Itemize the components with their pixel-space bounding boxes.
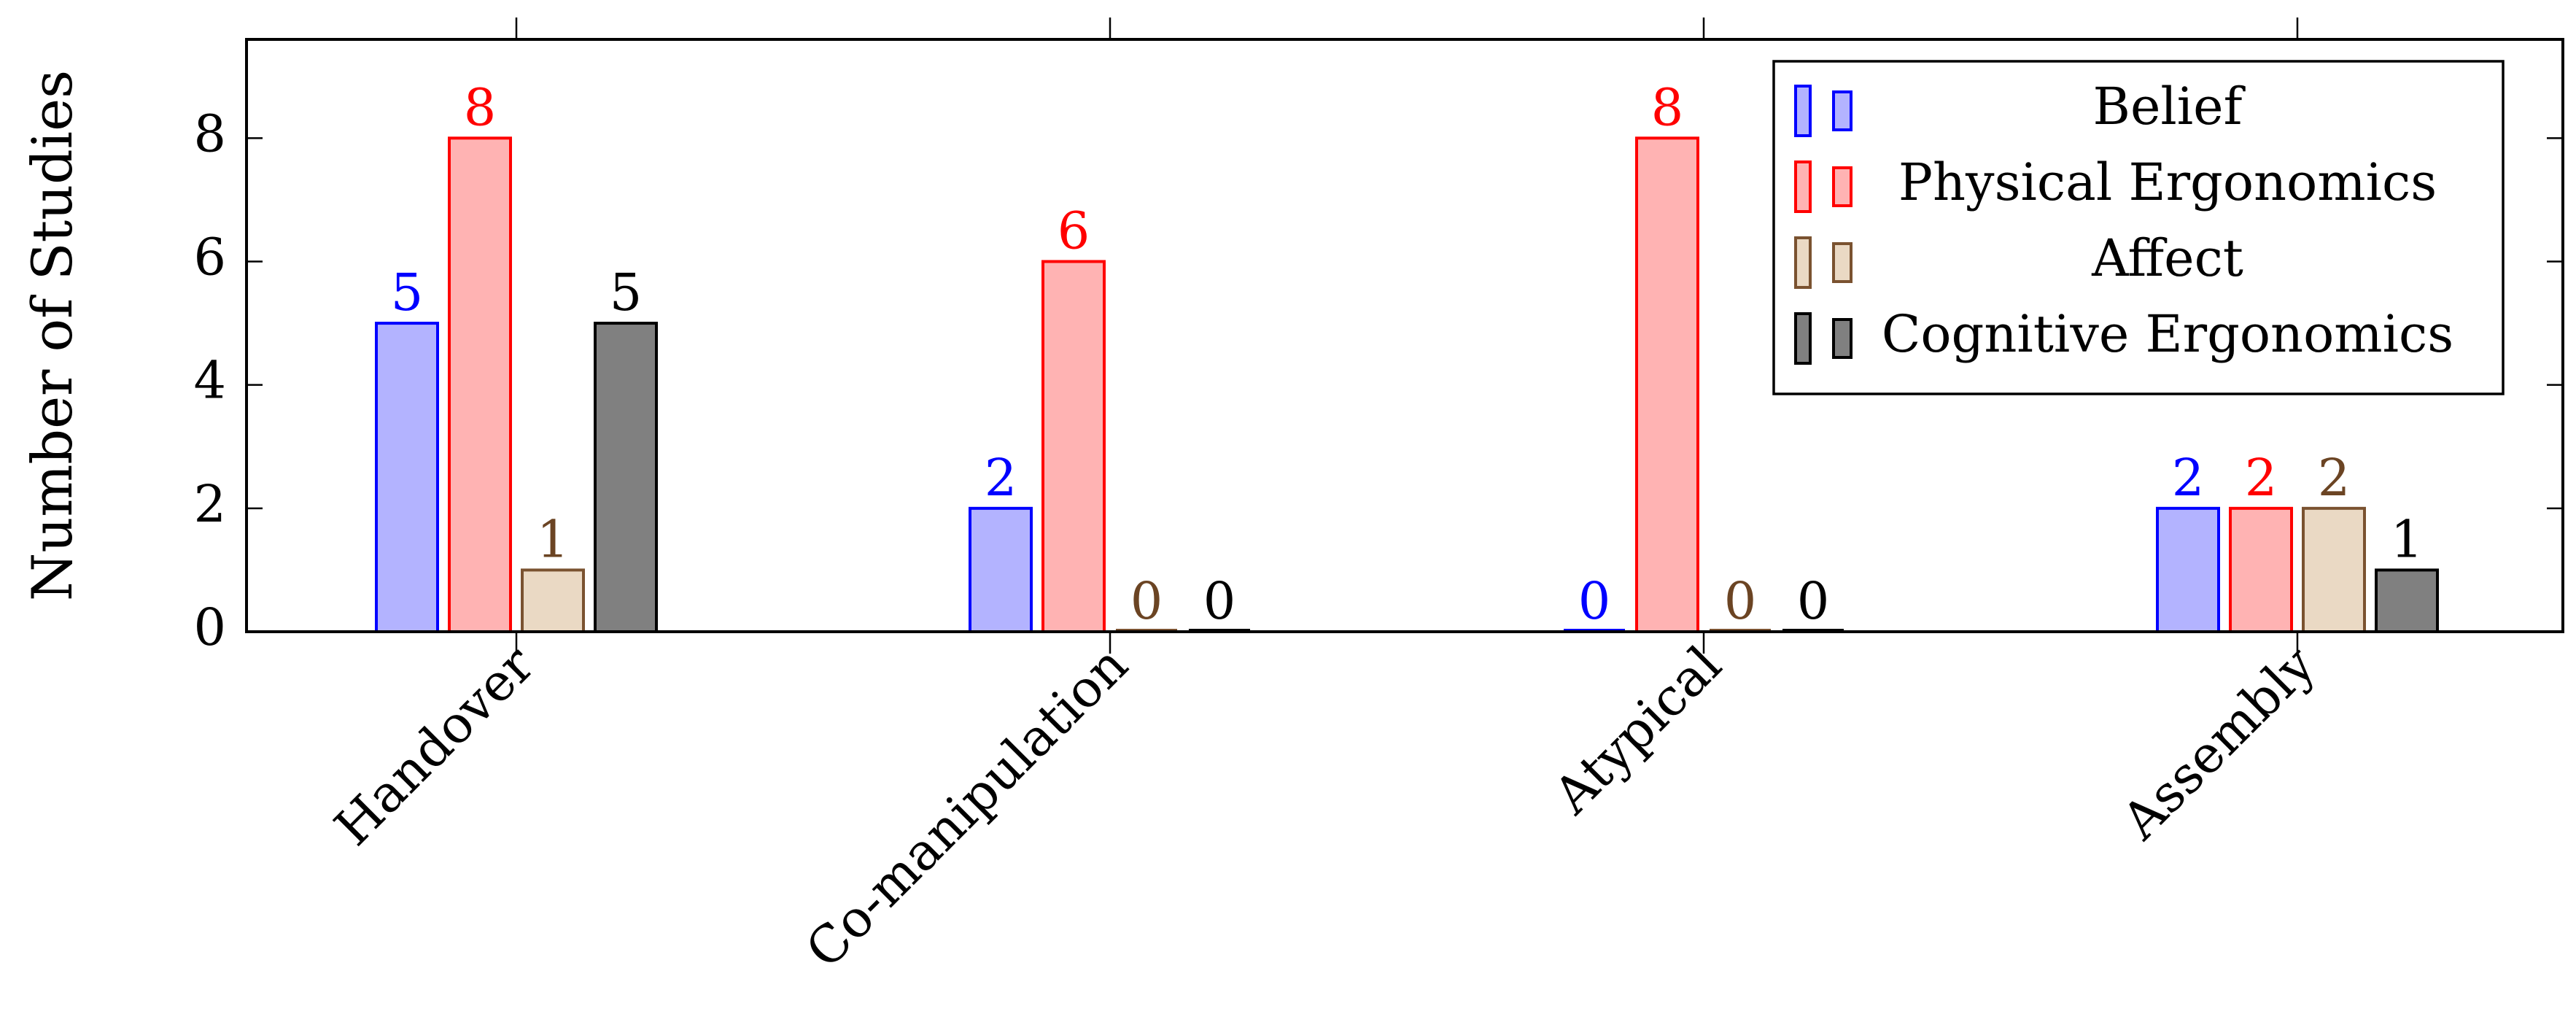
bar-value-label: 2 (2172, 448, 2205, 508)
legend-label: Affect (2091, 228, 2243, 288)
bar (1041, 260, 1106, 633)
legend-swatch (1832, 90, 1853, 131)
legend-label: Cognitive Ergonomics (1882, 304, 2453, 364)
bar (448, 136, 512, 634)
legend-swatch (1832, 166, 1853, 207)
legend-swatch (1794, 160, 1812, 213)
bar-value-label: 8 (464, 77, 497, 137)
bar-value-label: 0 (1724, 571, 1757, 631)
y-tick-label: 2 (193, 474, 226, 534)
bar (2302, 506, 2366, 633)
legend: Belief Physical Ergonomics Affect Cognitive… (1772, 60, 2505, 395)
bar (521, 568, 585, 634)
x-tick-label: Handover (323, 635, 546, 857)
x-tick-labels: Handover Co-manipulation Atypical Assembly (323, 635, 2327, 980)
bar-value-label: 0 (1578, 571, 1611, 631)
bar-value-label: 2 (2318, 448, 2351, 508)
y-tick-labels: 0 2 4 6 8 (193, 104, 226, 657)
bar-value-label: 5 (391, 263, 424, 322)
bar-value-label: 2 (2245, 448, 2278, 508)
bar (2375, 568, 2439, 634)
legend-swatch (1832, 318, 1853, 359)
x-tick-label: Assembly (2110, 635, 2327, 851)
y-axis-label: Number of Studies (20, 70, 85, 601)
x-tick-label: Co-manipulation (794, 635, 1139, 980)
bar-value-label: 5 (610, 263, 643, 322)
y-tick-label: 8 (193, 104, 226, 163)
bar (969, 506, 1033, 633)
bar-value-label: 0 (1130, 571, 1163, 631)
legend-label: Belief (2093, 77, 2246, 136)
bar (375, 322, 439, 633)
legend-label: Physical Ergonomics (1898, 152, 2437, 212)
y-tick-label: 6 (193, 228, 226, 287)
y-tick-label: 0 (193, 597, 226, 657)
bar (2229, 506, 2293, 633)
bar (594, 322, 658, 633)
y-tick-label: 4 (193, 351, 226, 411)
legend-swatch (1794, 236, 1812, 289)
bar-value-label: 0 (1203, 571, 1236, 631)
bar (2156, 506, 2220, 633)
bar-value-label: 1 (537, 509, 570, 569)
bar (1635, 136, 1699, 634)
legend-swatch (1794, 312, 1812, 365)
bar-value-label: 1 (2391, 509, 2424, 569)
legend-swatch (1794, 85, 1812, 137)
legend-swatch (1832, 242, 1853, 283)
axis-ticks (247, 18, 2563, 654)
bar-value-label: 6 (1058, 201, 1090, 261)
legend-box (1772, 60, 2505, 395)
x-tick-label: Atypical (1542, 635, 1733, 826)
bar-value-label: 2 (985, 448, 1017, 508)
bar-value-label: 8 (1651, 77, 1684, 137)
bars-layer (375, 136, 2439, 634)
plot-frame (245, 38, 2564, 633)
bar-value-label: 0 (1797, 571, 1830, 631)
